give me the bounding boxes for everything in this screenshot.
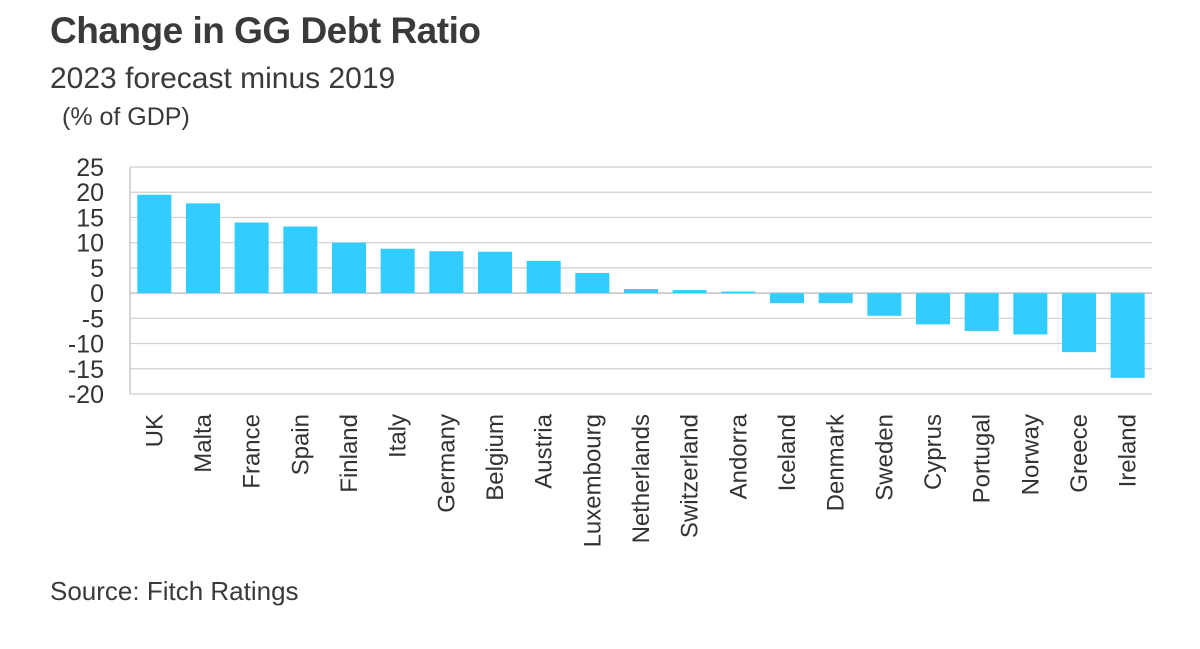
bar-italy — [380, 248, 415, 294]
y-tick-label: -5 — [82, 305, 104, 333]
bar-portugal — [964, 293, 999, 331]
y-tick-label: 20 — [76, 179, 104, 207]
x-tick-label: Netherlands — [628, 414, 655, 543]
y-tick-label: -10 — [68, 331, 104, 359]
y-tick-label: 15 — [76, 204, 104, 232]
bar-germany — [429, 251, 464, 294]
x-tick-label: Germany — [433, 414, 460, 513]
x-tick-label: Malta — [190, 413, 217, 472]
bar-luxembourg — [575, 272, 610, 294]
bars — [137, 194, 1145, 378]
x-tick-label: Luxembourg — [579, 414, 606, 547]
x-tick-label: Ireland — [1115, 414, 1142, 487]
bar-greece — [1061, 293, 1097, 353]
x-tick-label: France — [239, 414, 266, 489]
bar-malta — [185, 203, 221, 294]
chart-subtitle: 2023 forecast minus 2019 — [50, 62, 396, 95]
x-tick-label: Finland — [336, 414, 363, 493]
bar-iceland — [769, 293, 805, 304]
bar-france — [234, 222, 269, 294]
bar-sweden — [867, 293, 902, 316]
x-tick-label: Italy — [385, 414, 412, 458]
bar-cyprus — [915, 293, 951, 325]
x-tick-label: Austria — [531, 413, 558, 488]
y-tick-label: 0 — [90, 280, 104, 308]
bar-ireland — [1110, 293, 1145, 378]
bar-austria — [526, 260, 561, 294]
x-tick-label: UK — [141, 414, 168, 447]
bar-uk — [137, 194, 172, 294]
x-tick-label: Andorra — [725, 413, 752, 499]
x-tick-label: Switzerland — [677, 414, 704, 538]
y-tick-label: 10 — [76, 230, 104, 258]
bar-spain — [283, 226, 318, 294]
gridlines — [130, 166, 1152, 395]
bar-norway — [1013, 293, 1048, 335]
bar-belgium — [477, 251, 513, 294]
source-note: Source: Fitch Ratings — [50, 576, 299, 606]
y-tick-label: -20 — [68, 381, 104, 409]
x-tick-label: Sweden — [871, 414, 898, 501]
x-axis-labels: UK Malta France Spain Finland Italy Germany Bel… — [141, 413, 1141, 547]
x-tick-label: Greece — [1066, 414, 1093, 493]
bar-denmark — [818, 293, 853, 304]
y-axis-unit: (% of GDP) — [62, 103, 190, 131]
x-tick-label: Cyprus — [920, 414, 947, 490]
x-tick-label: Portugal — [969, 414, 996, 503]
x-tick-label: Spain — [287, 414, 314, 475]
x-tick-label: Norway — [1017, 414, 1044, 495]
x-tick-label: Iceland — [774, 414, 801, 491]
x-tick-label: Belgium — [482, 414, 509, 501]
chart-title: Change in GG Debt Ratio — [50, 10, 481, 51]
bar-andorra — [721, 291, 756, 294]
bar-finland — [331, 242, 367, 294]
x-tick-label: Denmark — [823, 413, 850, 511]
y-tick-label: 5 — [90, 255, 104, 283]
y-tick-label: -15 — [68, 356, 104, 384]
bar-netherlands — [623, 289, 659, 294]
y-tick-label: 25 — [76, 154, 104, 182]
bar-switzerland — [672, 290, 707, 294]
